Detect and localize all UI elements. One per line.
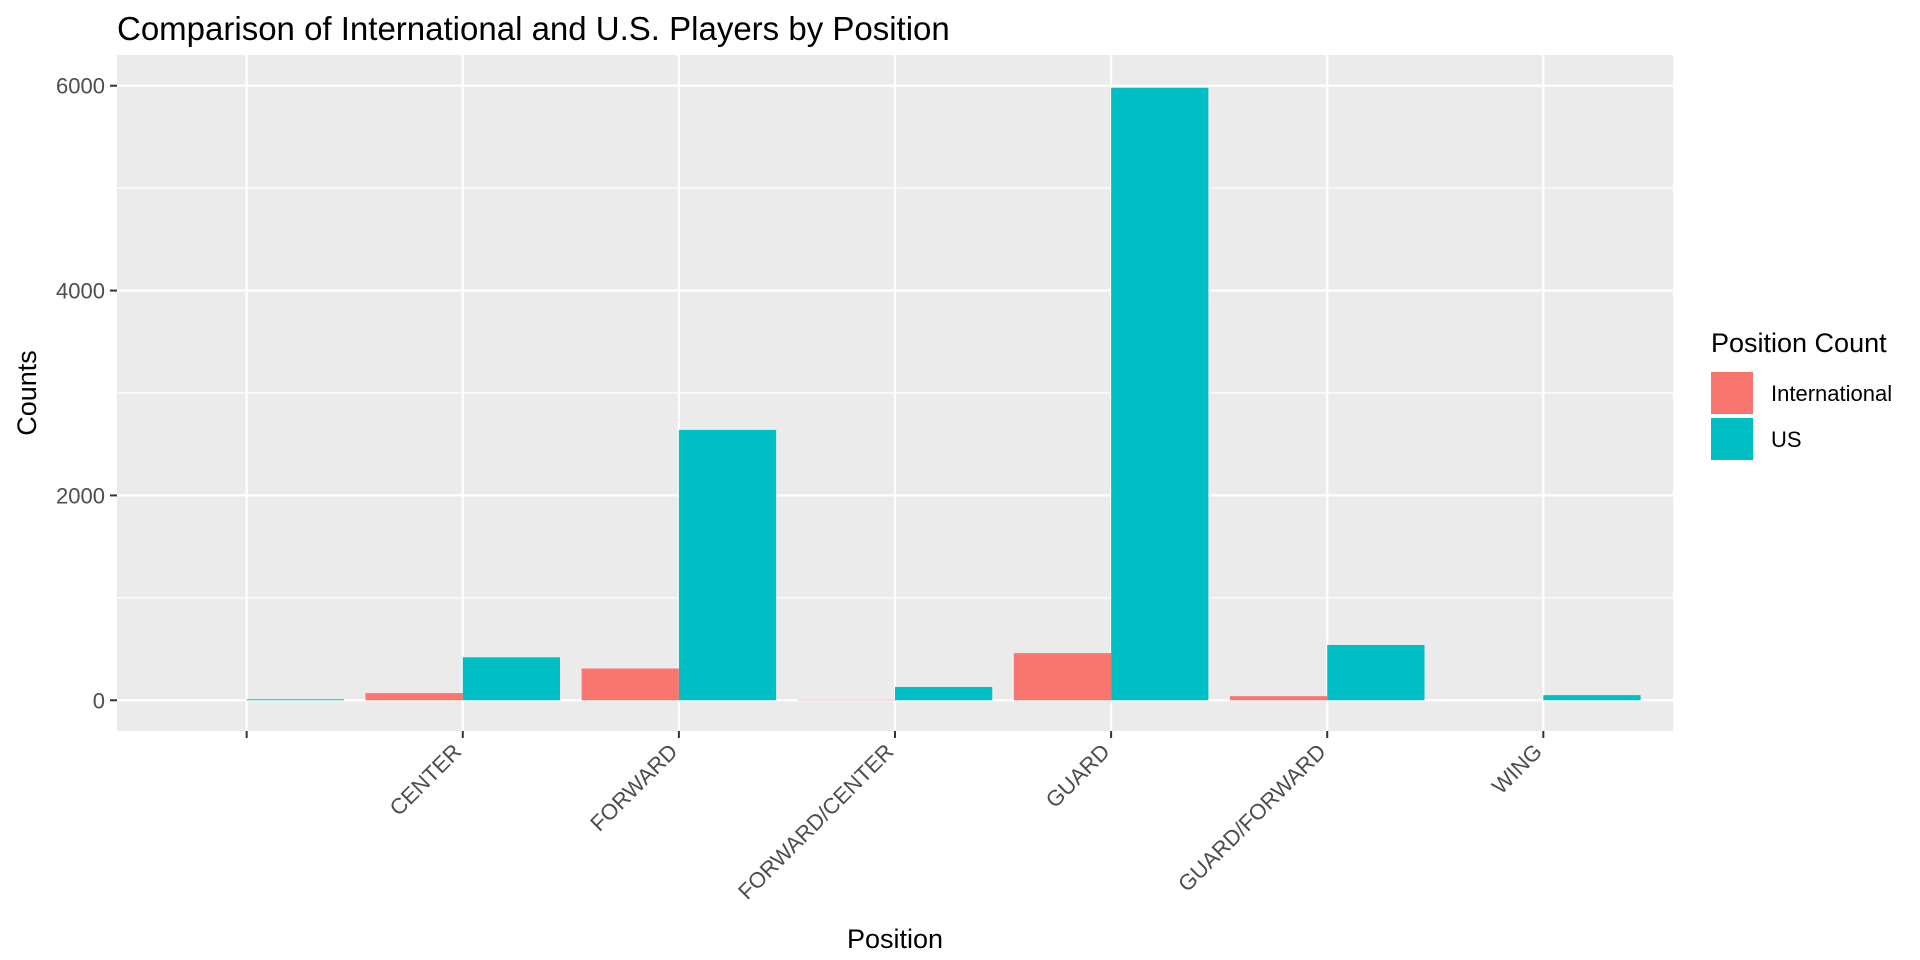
- bar-international-3: [797, 699, 895, 701]
- bar-us-6: [1543, 695, 1641, 701]
- x-tick-label: WING: [1487, 739, 1547, 799]
- x-axis: CENTER FORWARD FORWARD/CENTER GUARD GUARD/FO…: [245, 731, 1547, 904]
- x-tick-label: CENTER: [385, 739, 467, 821]
- x-tick-label: GUARD/FORWARD: [1173, 739, 1331, 897]
- legend-key-us: [1711, 418, 1753, 460]
- legend: Position Count International US: [1711, 328, 1892, 460]
- y-axis-title: Counts: [12, 350, 42, 436]
- x-tick-label: GUARD: [1041, 739, 1115, 813]
- bars: [246, 87, 1641, 701]
- y-tick-label: 2000: [56, 483, 105, 508]
- y-tick-label: 6000: [56, 74, 105, 99]
- bar-international-5: [1229, 696, 1328, 701]
- bar-us-4: [1111, 87, 1209, 701]
- bar-us-2: [678, 429, 777, 701]
- y-axis: 0 2000 4000 6000: [56, 74, 117, 713]
- legend-title: Position Count: [1711, 328, 1887, 358]
- bar-us-5: [1327, 644, 1425, 701]
- bar-us-1: [462, 657, 561, 701]
- y-tick-label: 0: [93, 688, 105, 713]
- legend-label-us: US: [1771, 427, 1802, 452]
- bar-international-2: [581, 668, 679, 701]
- chart-title: Comparison of International and U.S. Pla…: [117, 10, 950, 47]
- x-axis-title: Position: [847, 924, 943, 954]
- legend-key-international: [1711, 372, 1753, 414]
- legend-items: International US: [1711, 372, 1892, 460]
- x-tick-label: FORWARD/CENTER: [733, 739, 898, 904]
- bar-us-0: [246, 699, 344, 701]
- legend-label-international: International: [1771, 381, 1892, 406]
- y-tick-label: 4000: [56, 279, 105, 304]
- bar-international-4: [1013, 653, 1112, 701]
- bar-international-1: [365, 693, 463, 701]
- x-tick-label: FORWARD: [585, 739, 682, 836]
- bar-us-3: [895, 686, 993, 701]
